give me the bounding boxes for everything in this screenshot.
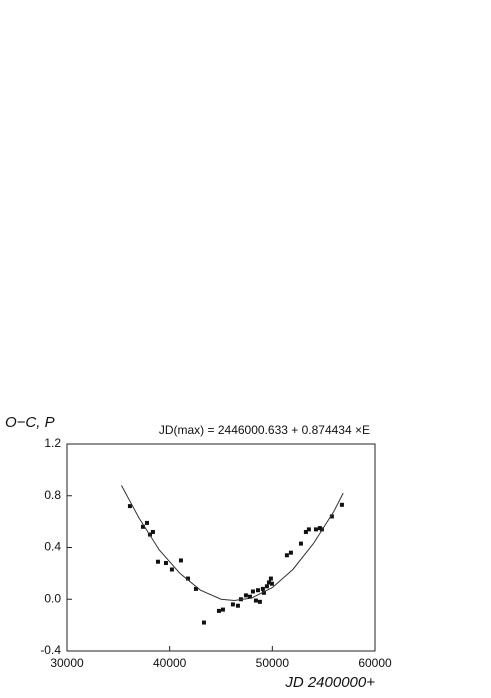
data-point [163, 561, 168, 566]
data-point [201, 620, 206, 625]
data-point [220, 607, 225, 612]
x-tick-label: 40000 [153, 656, 187, 670]
data-point [127, 504, 132, 509]
y-tick-label: 0.8 [44, 488, 61, 502]
data-point [216, 608, 221, 613]
data-point [317, 526, 322, 531]
data-point [253, 598, 258, 603]
chart-title: JD(max) = 2446000.633 + 0.874434 ×E [159, 423, 370, 437]
x-tick-label: 50000 [256, 656, 290, 670]
data-point [288, 550, 293, 555]
data-point [250, 589, 255, 594]
y-tick-label: -0.4 [40, 643, 61, 657]
data-point [243, 593, 248, 598]
x-tick-label: 30000 [50, 656, 84, 670]
y-tick-label: 0.0 [44, 591, 61, 605]
y-axis-label: O−C, P [5, 414, 55, 431]
data-point [261, 590, 266, 595]
data-point [247, 594, 252, 599]
x-tick-label: 60000 [358, 656, 392, 670]
data-point [264, 584, 269, 589]
data-point [155, 559, 160, 564]
data-point [339, 502, 344, 507]
data-point [193, 586, 198, 591]
data-point [178, 558, 183, 563]
y-tick-label: 1.2 [44, 436, 61, 450]
y-tick-label: 0.4 [44, 540, 61, 554]
data-point [260, 586, 265, 591]
fit-curve [120, 485, 344, 602]
data-point [298, 541, 303, 546]
data-point [169, 567, 174, 572]
data-point [266, 580, 271, 585]
data-point [150, 529, 155, 534]
x-axis-label: JD 2400000+ [284, 674, 375, 691]
data-point [255, 588, 260, 593]
data-point [257, 599, 262, 604]
data-point [303, 529, 308, 534]
data-point [268, 576, 273, 581]
data-point [144, 520, 149, 525]
data-point [269, 581, 274, 586]
data-point [185, 576, 190, 581]
data-point [235, 603, 240, 608]
data-point [284, 553, 289, 558]
data-point [140, 524, 145, 529]
data-point [306, 527, 311, 532]
data-point [230, 602, 235, 607]
data-point [329, 514, 334, 519]
plot-frame [66, 443, 376, 652]
data-point [313, 527, 318, 532]
